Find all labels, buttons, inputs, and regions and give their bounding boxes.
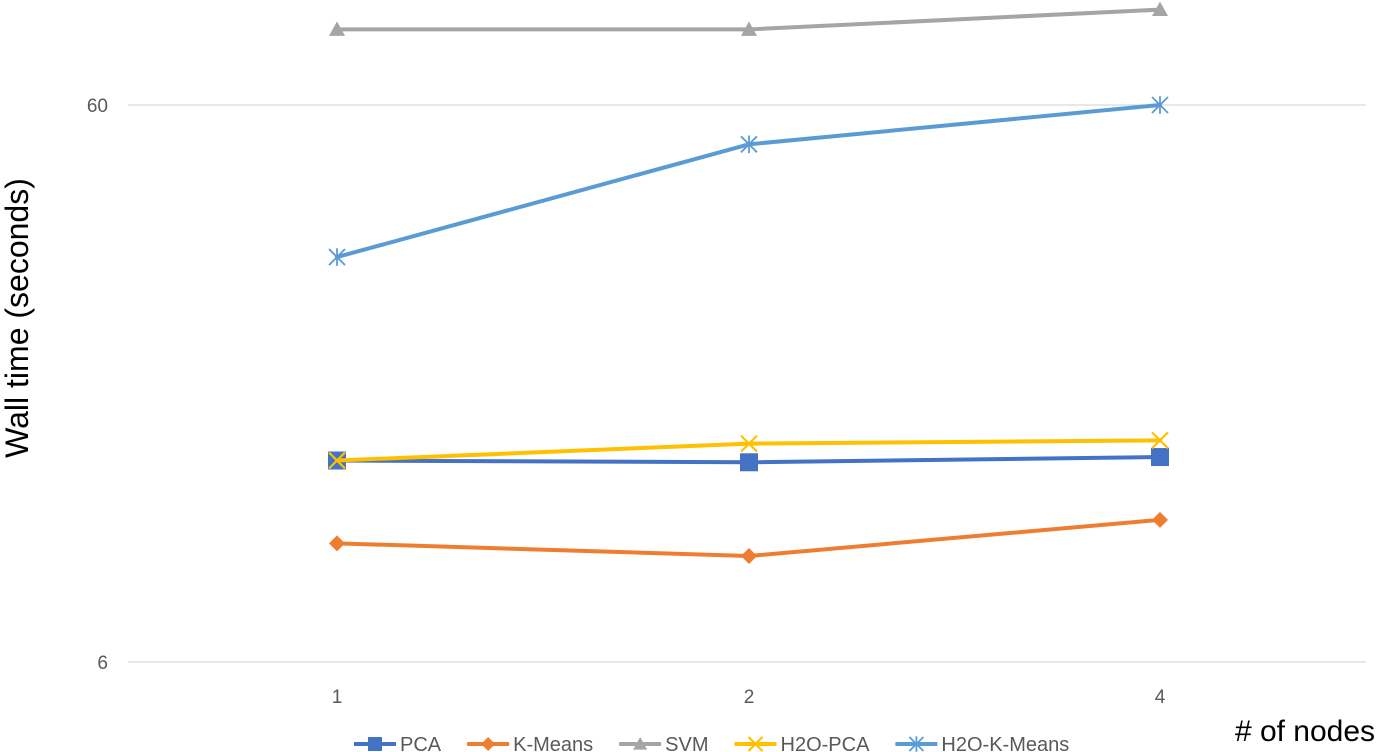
- data-point: [741, 21, 757, 36]
- legend-item: H2O-K-Means: [895, 734, 1069, 752]
- y-axis-label: Wall time (seconds): [0, 178, 35, 458]
- legend-item: SVM: [619, 734, 709, 752]
- data-point: [1151, 96, 1169, 114]
- data-point: [368, 737, 382, 751]
- y-tick-label: 60: [87, 96, 108, 117]
- data-point: [1151, 431, 1169, 450]
- data-point: [1151, 448, 1169, 467]
- x-tick-label: 2: [744, 687, 755, 708]
- data-point: [328, 451, 346, 470]
- data-point: [633, 737, 648, 750]
- data-point: [741, 547, 757, 564]
- y-tick-label: 6: [97, 653, 108, 674]
- data-point: [1152, 511, 1168, 528]
- legend-item: H2O-PCA: [734, 734, 871, 752]
- legend-label: H2O-PCA: [781, 734, 871, 752]
- data-point: [329, 21, 345, 36]
- series-h2o-k-means: [328, 96, 1169, 266]
- legend-item: K-Means: [467, 734, 593, 752]
- data-point: [328, 248, 346, 266]
- series-k-means: [329, 511, 1168, 564]
- legend-label: K-Means: [513, 734, 593, 752]
- data-point: [1152, 1, 1168, 17]
- data-point: [908, 736, 925, 752]
- x-tick-label: 1: [332, 687, 343, 708]
- data-point: [740, 135, 758, 154]
- legend-item: PCA: [354, 734, 442, 752]
- data-point: [740, 434, 758, 453]
- gridlines: [128, 104, 1366, 663]
- x-axis-label: # of nodes: [1235, 715, 1375, 748]
- x-tick-label: 4: [1155, 687, 1166, 708]
- legend: PCA K-Means SVM H2O-PCA H2O-K-Means: [354, 734, 1069, 752]
- legend-label: SVM: [665, 734, 708, 752]
- legend-label: H2O-K-Means: [941, 734, 1069, 752]
- series-svm: [329, 1, 1168, 36]
- data-point: [329, 535, 345, 552]
- series-line: [335, 103, 1162, 260]
- data-point: [740, 453, 758, 472]
- series-pca: [328, 448, 1169, 472]
- legend-label: PCA: [400, 734, 442, 752]
- series-lines: [328, 1, 1169, 564]
- y-axis-ticks: 6 60: [87, 96, 108, 674]
- data-point: [481, 737, 496, 751]
- series-h2o-pca: [328, 431, 1169, 470]
- x-axis-ticks: 1 2 4: [332, 687, 1166, 708]
- data-point: [747, 736, 764, 752]
